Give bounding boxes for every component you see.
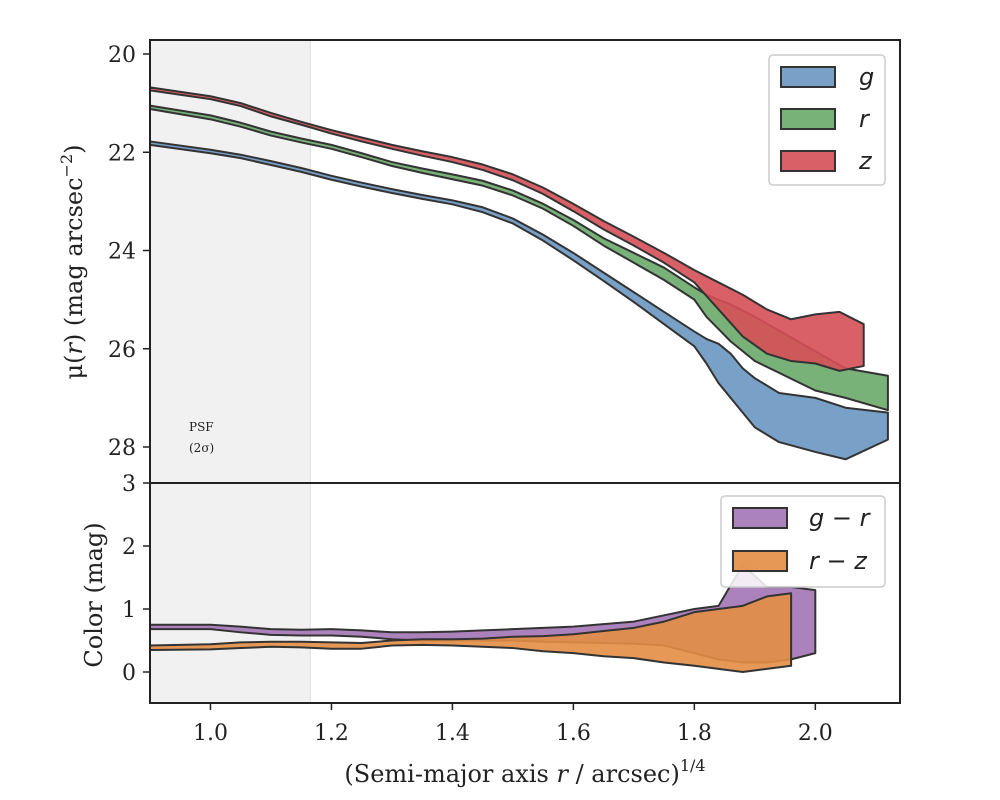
y-tick-label: 26 bbox=[108, 338, 136, 363]
legend-swatch bbox=[780, 66, 836, 88]
x-tick-label: 1.2 bbox=[314, 721, 349, 746]
legend-label: r bbox=[859, 105, 871, 133]
y-axis-label-part: μ( bbox=[60, 355, 88, 380]
color-panel: 0 1 2 3 1.0 1.2 1.4 1.6 1.8 2.0 g − r r − z Color… bbox=[80, 472, 901, 788]
y-axis-label: μ(r) (mag arcsec−2) bbox=[57, 144, 88, 379]
legend-label: r − z bbox=[809, 547, 868, 575]
legend-label: g − r bbox=[809, 504, 872, 532]
color-series bbox=[149, 563, 817, 673]
surface-brightness-series bbox=[149, 86, 889, 461]
bottom-axes-frame bbox=[149, 482, 901, 704]
x-axis-label-exponent: 1/4 bbox=[680, 756, 706, 775]
y-tick-label: 28 bbox=[108, 436, 136, 461]
x-axis-label-suffix: / arcsec) bbox=[568, 760, 680, 788]
legend-swatch bbox=[780, 150, 836, 172]
y-axis-ticks: 20 22 24 26 28 bbox=[108, 43, 150, 461]
y-tick-label: 2 bbox=[122, 535, 136, 560]
psf-label: PSF bbox=[189, 420, 214, 434]
y-axis-ticks: 0 1 2 3 bbox=[122, 472, 150, 686]
y-tick-label: 20 bbox=[108, 43, 136, 68]
x-axis-label-variable: r bbox=[556, 760, 569, 788]
legend-swatch bbox=[780, 108, 836, 130]
y-tick-label: 22 bbox=[108, 141, 136, 166]
legend-label: g bbox=[859, 63, 874, 91]
band-g bbox=[149, 140, 889, 461]
x-axis-ticks: 1.0 1.2 1.4 1.6 1.8 2.0 bbox=[193, 703, 833, 746]
y-tick-label: 1 bbox=[122, 598, 136, 623]
y-axis-label-part: r bbox=[60, 342, 88, 355]
legend-swatch bbox=[732, 507, 788, 529]
legend-label: z bbox=[858, 147, 873, 175]
x-tick-label: 1.0 bbox=[193, 721, 228, 746]
y-tick-label: 3 bbox=[122, 472, 136, 497]
top-legend: grz bbox=[768, 54, 886, 186]
band-r bbox=[149, 104, 889, 412]
band-z bbox=[149, 86, 865, 372]
psf-sigma-label: (2σ) bbox=[189, 441, 214, 455]
y-axis-label-exponent: −2 bbox=[57, 154, 76, 178]
bottom-legend: g − r r − z bbox=[720, 495, 886, 588]
color-axis-label: Color (mag) bbox=[80, 522, 108, 667]
y-tick-label: 24 bbox=[108, 240, 136, 265]
y-axis-label-part: ) bbox=[60, 144, 88, 153]
x-tick-label: 1.4 bbox=[435, 721, 470, 746]
x-axis-label: (Semi-major axis r / arcsec)1/4 bbox=[344, 756, 705, 788]
psf-shaded-region bbox=[150, 40, 311, 483]
psf-shaded-region bbox=[150, 483, 311, 703]
x-tick-label: 1.6 bbox=[556, 721, 591, 746]
y-tick-label: 0 bbox=[122, 661, 136, 686]
x-tick-label: 1.8 bbox=[677, 721, 712, 746]
x-tick-label: 2.0 bbox=[798, 721, 833, 746]
x-axis-label-prefix: (Semi-major axis bbox=[344, 760, 556, 788]
legend-swatch bbox=[732, 550, 788, 572]
band-r-z bbox=[149, 592, 793, 673]
y-axis-label-part: ) (mag arcsec bbox=[60, 177, 88, 343]
